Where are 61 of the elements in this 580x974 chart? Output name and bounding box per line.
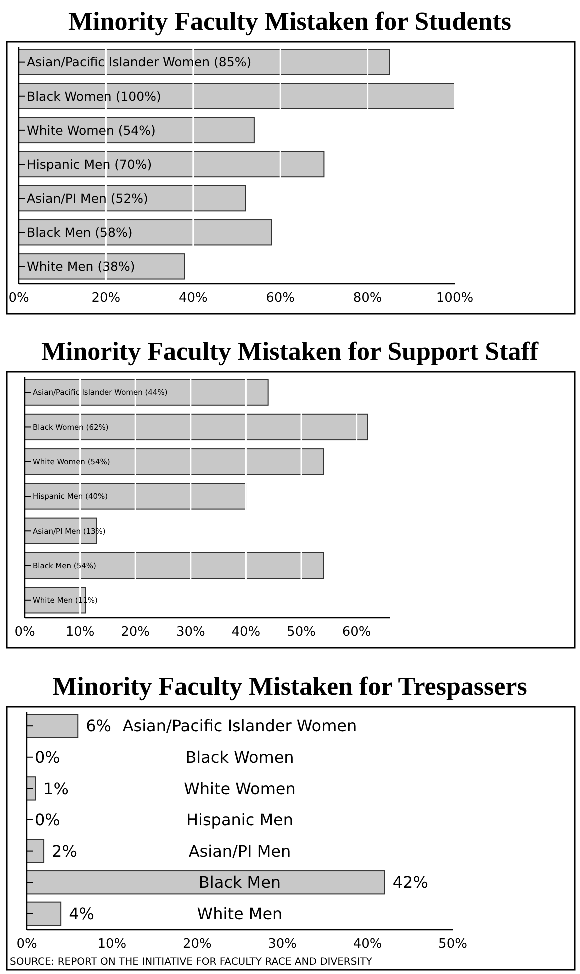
x-tick-label: 40% — [353, 937, 382, 952]
x-tick-label: 100% — [436, 291, 474, 306]
y-tick-label: White Men — [197, 904, 283, 924]
chart-title: Minority Faculty Mistaken for Support Staff — [41, 337, 539, 366]
x-tick-label: 40% — [178, 291, 208, 306]
bar — [26, 870, 386, 895]
x-tick-label: 60% — [266, 291, 296, 306]
bar — [24, 483, 247, 510]
bar — [24, 414, 368, 441]
data-label: 6% — [86, 716, 112, 736]
bar — [18, 151, 325, 178]
bar — [26, 839, 45, 864]
x-tick-label: 30% — [176, 625, 206, 640]
data-label: 0% — [35, 810, 60, 830]
x-tick-label: 30% — [268, 937, 298, 952]
data-label: 42% — [392, 873, 428, 892]
y-tick-label: Asian/Pacific Islander Women — [122, 716, 358, 736]
bar — [18, 220, 272, 246]
y-tick-label: White Women — [184, 779, 296, 798]
x-tick-label: 20% — [92, 291, 121, 306]
x-tick-label: 10% — [98, 937, 127, 952]
bar — [26, 902, 62, 926]
y-tick-label: Hispanic Men — [186, 810, 294, 830]
y-tick-label: Black Women — [186, 748, 294, 767]
x-tick-label: 10% — [66, 625, 95, 640]
bar — [18, 254, 186, 280]
y-tick-label: Asian/PI Men — [188, 842, 292, 861]
x-tick-label: 20% — [121, 625, 150, 640]
bar — [18, 185, 246, 212]
chart-title: Minority Faculty Mistaken for Trespassers — [52, 672, 528, 701]
bar — [24, 379, 269, 406]
y-tick-label: Black Men (58%) — [27, 224, 133, 240]
x-tick-label: 80% — [353, 291, 382, 306]
bar — [26, 776, 36, 801]
y-tick-label: White Men (38%) — [27, 259, 136, 274]
data-label: 0% — [35, 748, 60, 767]
x-tick-label: 0% — [16, 937, 38, 952]
x-tick-label: 40% — [232, 625, 261, 640]
y-tick-label: Hispanic Men (70%) — [27, 156, 152, 172]
y-tick-label: Asian/PI Men (52%) — [27, 190, 148, 206]
y-tick-label: Black Men — [198, 873, 282, 892]
x-tick-label: 60% — [342, 625, 372, 640]
bar — [18, 83, 456, 110]
x-tick-label: 50% — [438, 937, 468, 952]
x-tick-label: 0% — [14, 625, 36, 640]
y-tick-label: Asian/Pacific Islander Women (85%) — [27, 54, 252, 70]
bar — [24, 552, 324, 580]
chart-title: Minority Faculty Mistaken for Students — [68, 7, 512, 36]
source-note: SOURCE: REPORT ON THE INITIATIVE FOR FACULTY RACE AND DIVERSITY — [10, 957, 374, 968]
x-tick-label: 0% — [8, 291, 30, 306]
data-label: 4% — [69, 904, 94, 924]
y-tick-label: White Women (54%) — [27, 122, 156, 138]
bar — [26, 714, 79, 738]
y-tick-label: Black Women (100%) — [27, 88, 162, 104]
data-label: 2% — [52, 842, 78, 861]
data-label: 1% — [44, 779, 69, 798]
x-tick-label: 50% — [287, 625, 316, 640]
bar — [18, 117, 255, 144]
x-tick-label: 20% — [182, 937, 212, 952]
bar — [24, 448, 324, 476]
bar — [18, 49, 390, 76]
